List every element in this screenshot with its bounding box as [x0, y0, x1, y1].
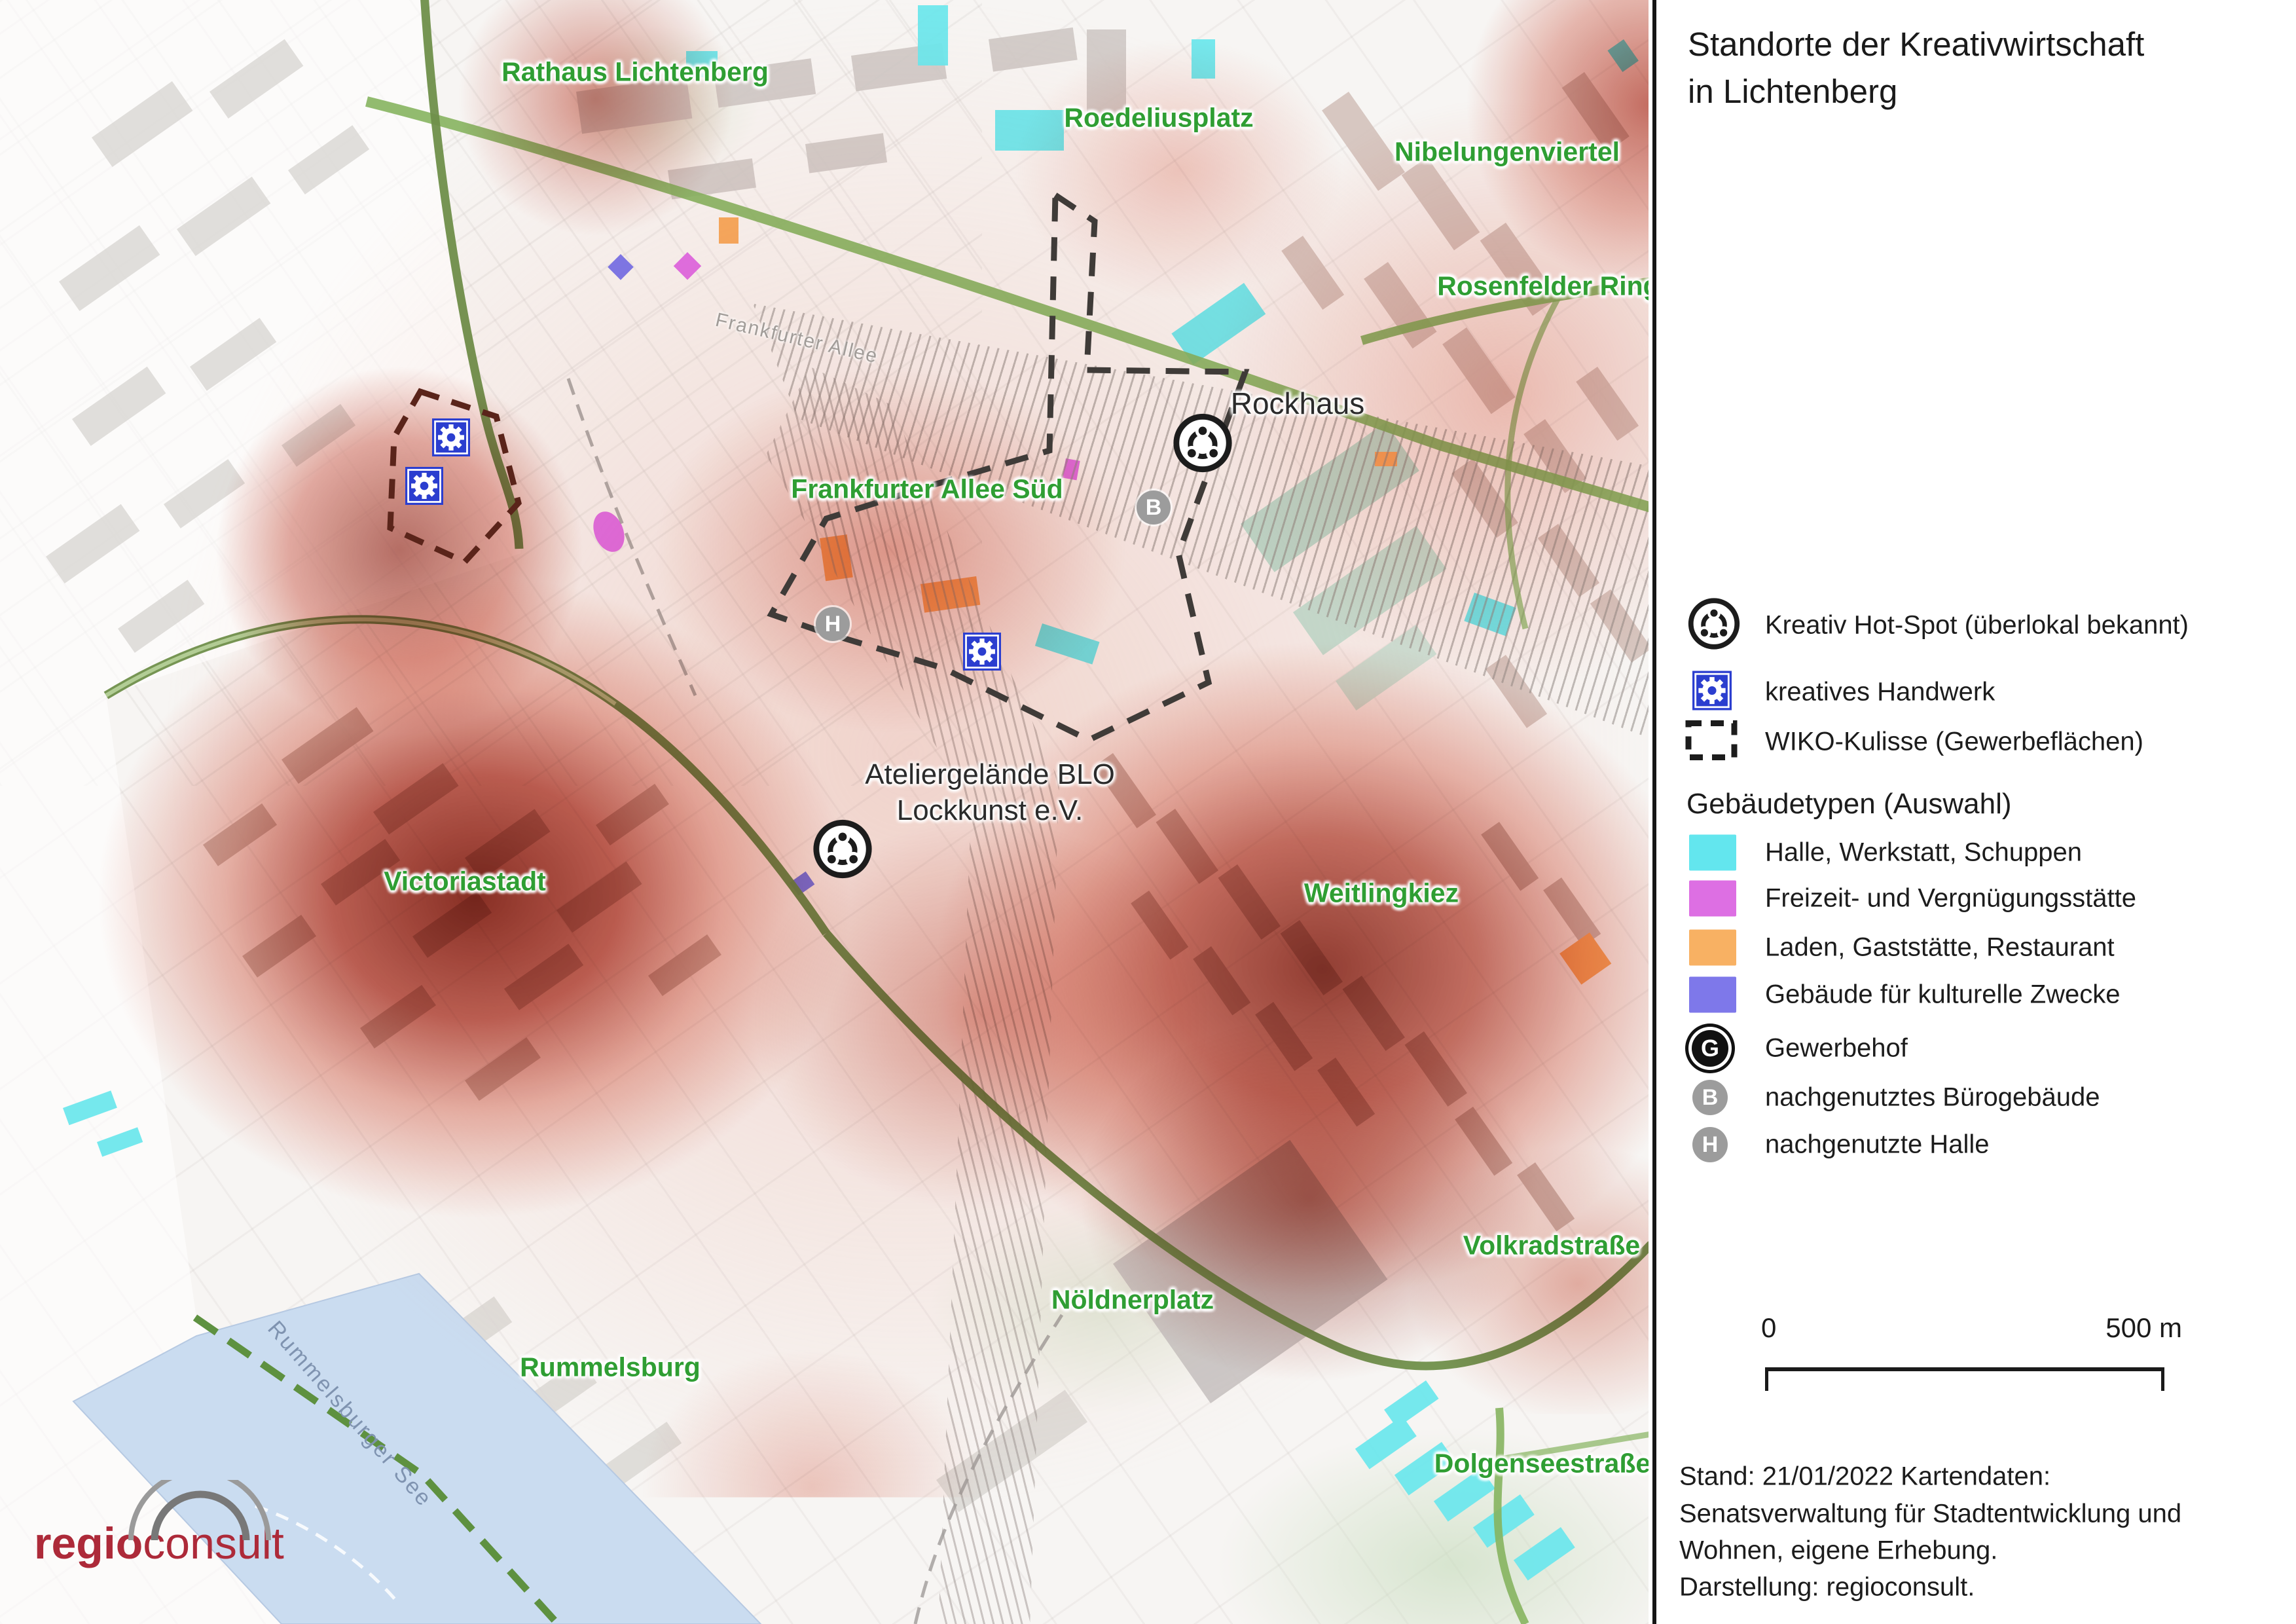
area-label: Rummelsburg — [520, 1352, 701, 1383]
swatch-halle — [1689, 835, 1736, 871]
legend-label-halle: Halle, Werkstatt, Schuppen — [1765, 838, 2082, 868]
halle-icon: H — [1692, 1127, 1728, 1162]
halle-letter: H — [1702, 1132, 1719, 1158]
gewerbehof-letter: G — [1701, 1035, 1719, 1062]
handwerk-marker[interactable] — [405, 467, 443, 505]
scalebar-end: 500 m — [2105, 1312, 2182, 1344]
poi-label-blo-line1: Ateliergelände BLO — [865, 756, 1115, 792]
swatch-freizeit — [1689, 881, 1736, 917]
map-title-line2: in Lichtenberg — [1688, 72, 1897, 111]
legend-label-kultur: Gebäude für kulturelle Zwecke — [1765, 980, 2121, 1010]
gear-icon — [405, 467, 443, 505]
area-label: Nöldnerplatz — [1051, 1285, 1214, 1316]
buero-letter: B — [1702, 1085, 1719, 1111]
map-canvas[interactable]: B H Rathaus Lichtenberg Roedeliusplatz N… — [0, 0, 1649, 1624]
handwerk-marker[interactable] — [432, 418, 470, 456]
legend-heading-buildingtypes: Gebäudetypen (Auswahl) — [1686, 788, 2012, 821]
buero-marker[interactable]: B — [1137, 490, 1171, 525]
halle-marker[interactable]: H — [816, 607, 850, 641]
footer-line: Stand: 21/01/2022 Kartendaten: — [1679, 1462, 2050, 1492]
wiko-boundaries — [0, 0, 1649, 1624]
legend-panel: Standorte der Kreativwirtschaft in Licht… — [1652, 0, 2296, 1624]
logo-arcs-icon — [111, 1480, 288, 1542]
regioconsult-logo: regioconsult — [34, 1518, 284, 1569]
wiko-dashed-icon — [1685, 720, 1738, 764]
area-label: Roedeliusplatz — [1064, 103, 1253, 134]
legend-label-gewerbehof: Gewerbehof — [1765, 1034, 1908, 1063]
footer-line: Senatsverwaltung für Stadtentwicklung un… — [1679, 1500, 2181, 1529]
footer-line: Wohnen, eigene Erhebung. — [1679, 1536, 1997, 1566]
legend-label-wiko: WIKO-Kulisse (Gewerbeflächen) — [1765, 728, 2143, 757]
gear-icon — [432, 418, 470, 456]
legend-label-handwerk: kreatives Handwerk — [1765, 678, 1995, 707]
hotspot-icon — [1686, 596, 1742, 655]
scalebar — [1765, 1367, 2164, 1391]
area-label: Volkradstraße — [1463, 1230, 1640, 1261]
swatch-kultur — [1689, 977, 1736, 1013]
area-label: Victoriastadt — [384, 866, 546, 897]
poi-label-rockhaus: Rockhaus — [1231, 386, 1365, 421]
legend-label-freizeit: Freizeit- und Vergnügungsstätte — [1765, 884, 2136, 913]
swatch-laden — [1689, 930, 1736, 966]
handwerk-marker[interactable] — [963, 633, 1001, 671]
hotspot-icon — [1171, 411, 1235, 475]
map-title-line1: Standorte der Kreativwirtschaft — [1688, 25, 2144, 64]
footer-line: Darstellung: regioconsult. — [1679, 1573, 1975, 1602]
scalebar-start: 0 — [1761, 1312, 1776, 1344]
poi-label-blo: Ateliergelände BLO Lockkunst e.V. — [865, 756, 1115, 828]
area-label: Rathaus Lichtenberg — [501, 57, 769, 88]
area-label: Nibelungenviertel — [1394, 137, 1620, 168]
area-label: Dolgenseestraße — [1434, 1449, 1649, 1479]
buero-icon: B — [1692, 1080, 1728, 1115]
legend-label-halle-nachgenutzt: nachgenutzte Halle — [1765, 1130, 1989, 1160]
gear-icon — [1692, 671, 1732, 714]
gear-icon — [963, 633, 1001, 671]
hotspot-marker-rockhaus[interactable] — [1171, 411, 1235, 479]
legend-label-buero: nachgenutztes Bürogebäude — [1765, 1083, 2100, 1113]
area-label: Frankfurter Allee Süd — [791, 474, 1063, 505]
area-label: Rosenfelder Ring — [1437, 271, 1649, 302]
poi-label-blo-line2: Lockkunst e.V. — [865, 792, 1115, 828]
gewerbehof-icon: G — [1692, 1030, 1728, 1067]
area-label: Weitlingkiez — [1304, 878, 1459, 909]
legend-label-laden: Laden, Gaststätte, Restaurant — [1765, 933, 2115, 963]
legend-label-hotspot: Kreativ Hot-Spot (überlokal bekannt) — [1765, 611, 2189, 640]
